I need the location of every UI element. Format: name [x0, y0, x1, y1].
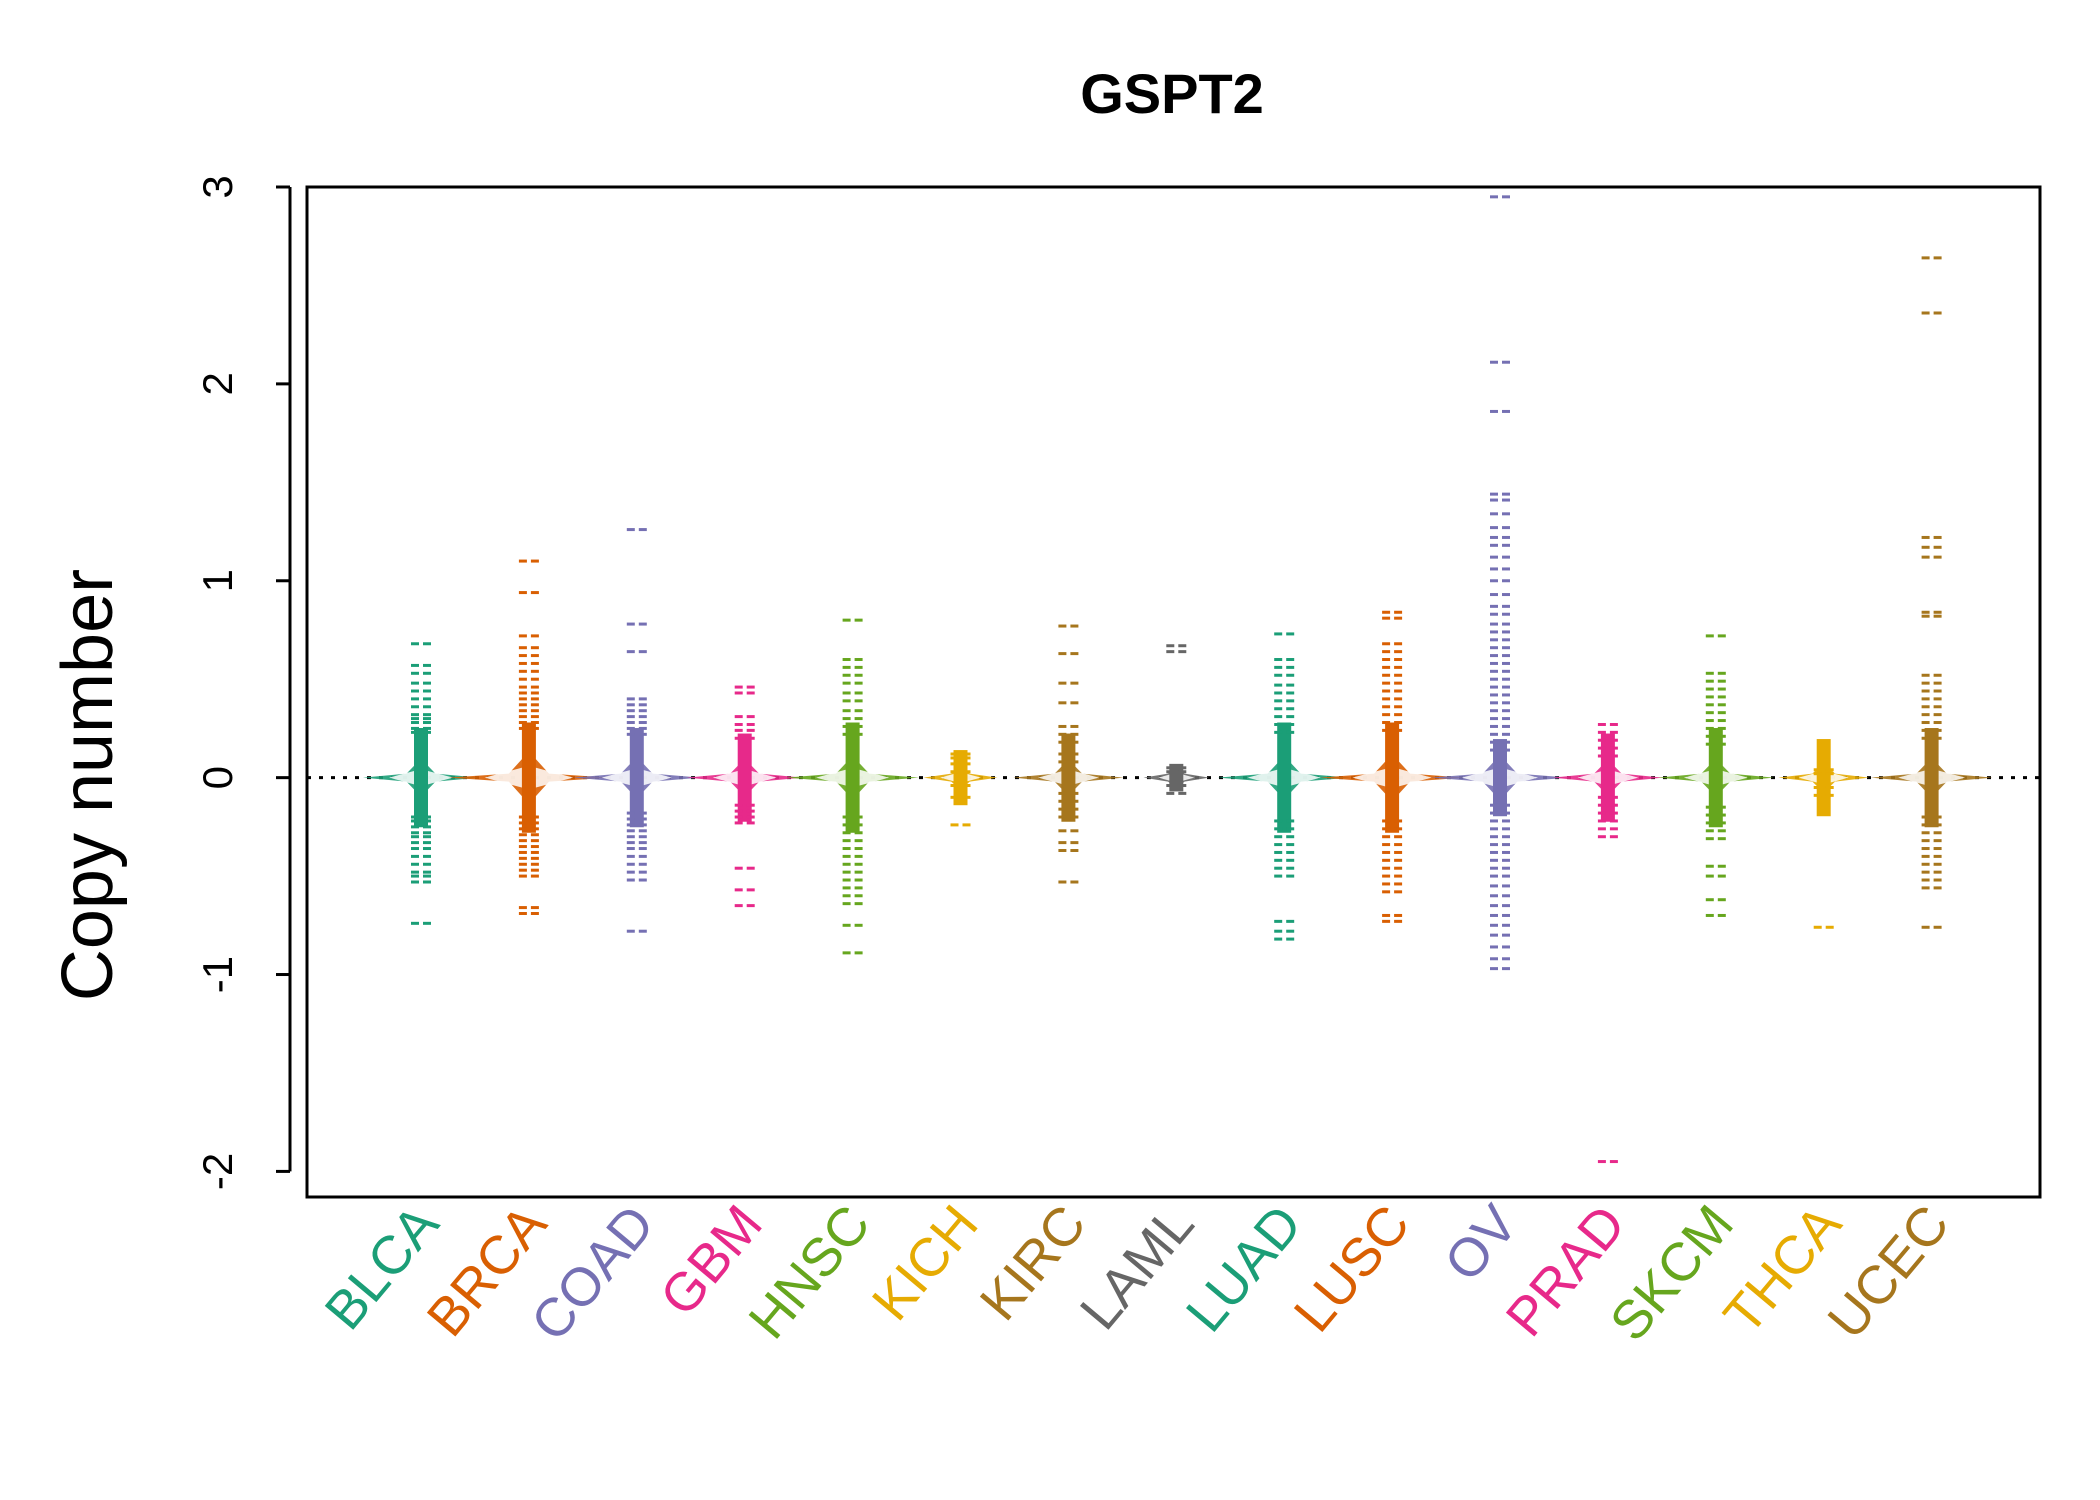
- plot-area: [307, 195, 2040, 1164]
- series-hnsc: [786, 618, 919, 955]
- x-tick-label: HNSC: [737, 1194, 881, 1350]
- y-tick-label: 2: [194, 372, 241, 395]
- series-skcm: [1657, 634, 1774, 917]
- series-ucec: [1870, 256, 1993, 929]
- x-tick-label: LAML: [1069, 1194, 1206, 1341]
- series-prad: [1552, 722, 1664, 1164]
- series-spine: [1385, 722, 1400, 833]
- series-blca: [363, 642, 479, 925]
- series-gbm: [686, 685, 803, 908]
- y-tick-label: 0: [194, 766, 241, 789]
- series-spine: [1061, 733, 1076, 822]
- series-spine: [1816, 739, 1831, 817]
- series-spine: [845, 722, 860, 833]
- series-spine: [737, 733, 752, 822]
- y-tick-label: 1: [194, 569, 241, 592]
- y-tick-label: -1: [194, 956, 241, 993]
- series-spine: [1277, 722, 1292, 833]
- series-spine: [414, 728, 428, 828]
- series-spine: [629, 728, 644, 828]
- x-tick-label: SKCM: [1599, 1194, 1745, 1352]
- series-lusc: [1320, 610, 1465, 923]
- y-tick-label: -2: [194, 1153, 241, 1190]
- x-tick-label: LUSC: [1283, 1194, 1422, 1343]
- x-tick-label: OV: [1433, 1194, 1529, 1292]
- series-coad: [573, 528, 701, 933]
- x-tick-label: UCEC: [1816, 1194, 1960, 1350]
- series-spine: [521, 722, 536, 833]
- series-laml: [1143, 644, 1210, 795]
- y-tick-label: 3: [194, 175, 241, 198]
- y-axis: -2 -1 0 1 2 3: [194, 175, 292, 1190]
- x-tick-label: COAD: [520, 1194, 666, 1352]
- y-axis-label: Copy number: [48, 569, 128, 1001]
- series-thca: [1778, 739, 1870, 929]
- series-ov: [1430, 195, 1570, 971]
- x-tick-label: KICH: [861, 1194, 990, 1331]
- series-spine: [1924, 728, 1939, 828]
- chart-title: GSPT2: [1080, 62, 1264, 125]
- plot-frame: [305, 185, 2042, 1199]
- series-spine: [1708, 728, 1723, 828]
- series-luad: [1217, 632, 1351, 941]
- series-brca: [448, 559, 610, 915]
- series-kirc: [1013, 624, 1124, 884]
- x-tick-label: LUAD: [1175, 1194, 1314, 1343]
- series-kich: [923, 750, 998, 827]
- series-spine: [1493, 739, 1507, 817]
